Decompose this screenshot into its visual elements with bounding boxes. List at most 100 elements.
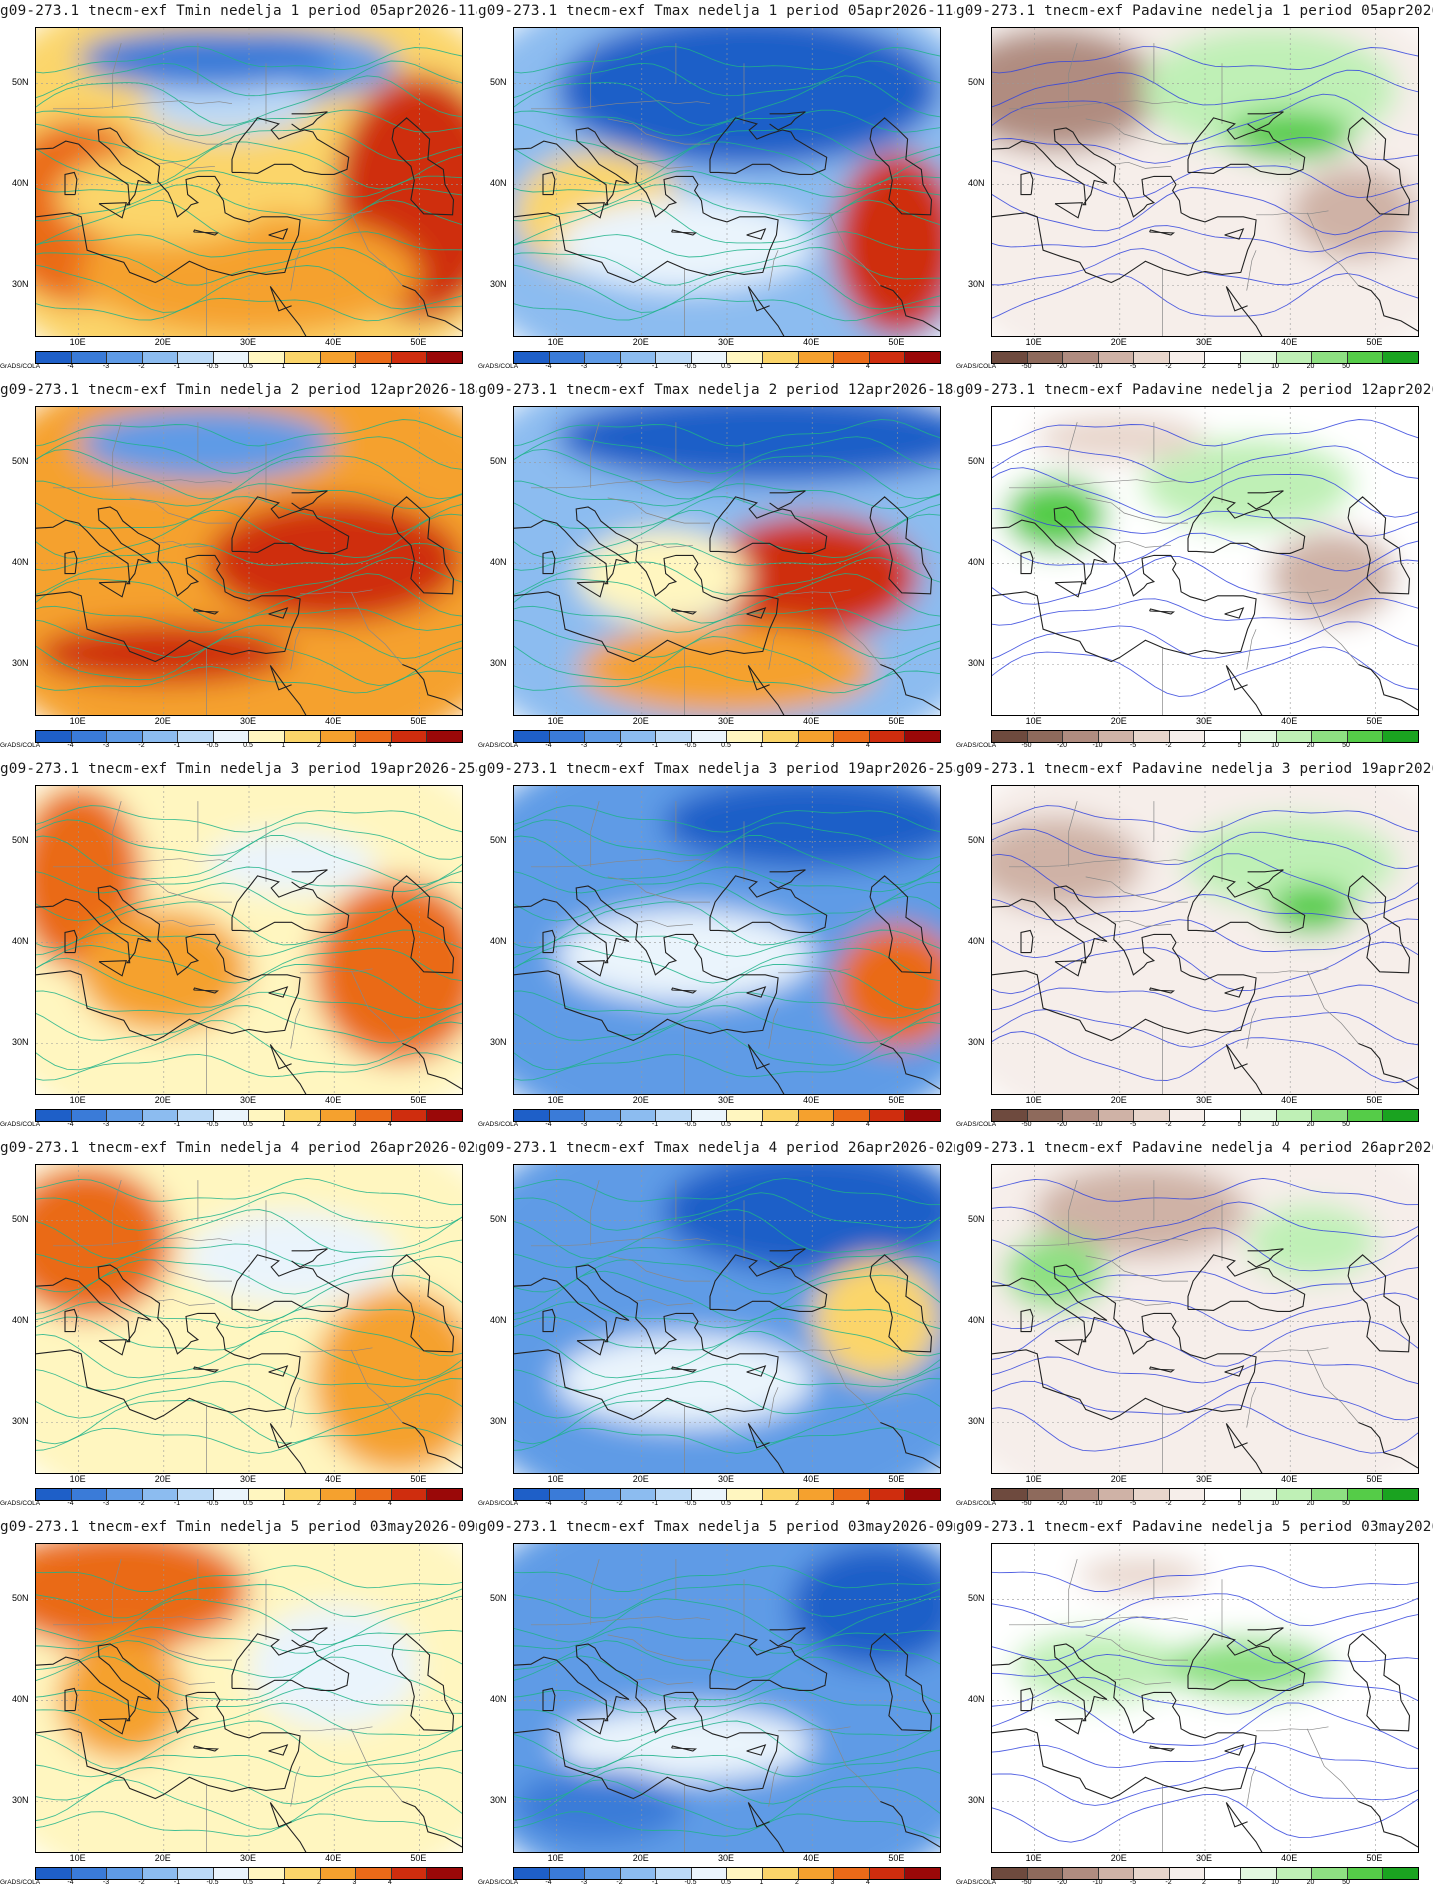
coastline [747,286,785,336]
colorbar-swatch [71,1110,108,1121]
colorbar-label: 0.5 [721,363,731,370]
contour-line [514,297,940,322]
colorbar-label: -1 [173,742,181,749]
contour-line [992,1793,1418,1843]
latitude-label: 50N [12,1213,29,1224]
grads-credit: GrADS/COLA [478,1500,519,1507]
coastline [269,286,307,336]
country-border [590,1180,600,1246]
colorbar-label: -2 [1165,742,1172,749]
country-border [531,1616,711,1626]
contour-line [36,75,462,126]
contour-line [514,834,940,886]
contour-line [514,944,940,984]
colorbar [35,351,463,364]
country-border [1009,858,1189,868]
colorbar-label: 0.5 [243,363,253,370]
contour-line [36,1052,462,1081]
coastline [291,111,328,131]
coastline [1224,986,1245,998]
colorbar-swatch [549,1868,586,1879]
latitude-label: 30N [490,278,507,289]
country-border [300,589,373,595]
colorbar-swatch [1169,352,1206,363]
colorbar-label: 4 [866,1500,870,1507]
contour-line [514,1363,940,1392]
longitude-label: 10E [69,337,86,347]
colorbar-swatch [1347,352,1384,363]
contour-line [514,957,940,1010]
country-border [768,250,779,291]
contour-line [36,1192,462,1231]
panel-title: g09-273.1 tnecm-exf Tmax nedelja 5 perio… [478,1519,955,1535]
contour-line [992,894,1418,921]
colorbar-label: 2 [795,1879,799,1886]
contour-line [36,834,462,886]
map-frame [35,1543,463,1853]
map-canvas [992,407,1418,715]
country-border [300,968,373,974]
colorbar-swatch [1134,1110,1170,1121]
longitude-label: 20E [632,1474,649,1484]
coastline [391,875,455,974]
contour-line [36,1020,462,1071]
colorbar-swatch [1312,731,1348,742]
contour-line [992,508,1418,537]
colorbar-swatch [727,352,764,363]
longitude-label: 30E [1195,1095,1213,1105]
colorbar-label: -0.5 [206,363,219,370]
colorbar-label: 20 [1306,1879,1315,1886]
colorbar-label: -2 [616,1500,623,1507]
colorbar-swatch [1098,731,1135,742]
colorbar-label: 10 [1271,1121,1279,1128]
colorbar-label: 2 [1202,363,1206,370]
coastline [193,987,220,994]
grads-credit: GrADS/COLA [0,1879,41,1886]
colorbar-label: 1 [281,742,286,749]
contour-line [36,929,462,957]
shade-region [663,786,940,870]
colorbar-swatch [905,1868,940,1879]
colorbar-swatch [178,1489,214,1500]
colorbar-swatch [514,352,550,363]
coastline [514,1643,779,1800]
contour-line [514,557,940,595]
colorbar-label: 1 [281,1500,286,1507]
colorbar-swatch [1205,1868,1242,1879]
colorbar-label: -1 [651,1879,659,1886]
colorbar-swatch [1063,731,1099,742]
shade-region [78,28,335,90]
longitude-label: 30E [717,1095,735,1105]
latitude-label: 40N [490,1693,507,1704]
latitude-label: 50N [12,76,29,87]
contour-line [514,1005,940,1044]
panel-title: g09-273.1 tnecm-exf Tmax nedelja 3 perio… [478,761,955,777]
colorbar-swatch [1312,1489,1348,1500]
shade-region [57,151,271,244]
contour-line [514,666,940,694]
map-panel-tmax-week-3: g09-273.1 tnecm-exf Tmax nedelja 3 perio… [478,758,955,1137]
grads-credit: GrADS/COLA [956,1500,997,1507]
colorbar-label: 2 [795,363,799,370]
coastline [542,929,556,954]
colorbar-swatch [514,1868,550,1879]
contour-line [514,264,940,313]
colorbar-label: -50 [1021,1879,1032,1886]
map-frame [991,406,1419,716]
country-border [590,801,600,867]
contour-line [36,1177,462,1206]
latitude-label: 30N [490,657,507,668]
longitude-label: 20E [154,716,171,726]
coastline [747,665,785,715]
colorbar-label: 1 [281,1879,286,1886]
latitude-label: 40N [12,1314,29,1325]
colorbar-label: -20 [1056,742,1068,749]
longitude-label: 10E [547,716,564,726]
longitude-label: 30E [1195,1474,1213,1484]
coastline [391,1633,455,1732]
longitude-label: 50E [888,1853,905,1863]
colorbar-swatch [1027,352,1064,363]
country-border [1306,591,1359,665]
colorbar-swatch [1063,1110,1099,1121]
coastline [98,1339,128,1356]
